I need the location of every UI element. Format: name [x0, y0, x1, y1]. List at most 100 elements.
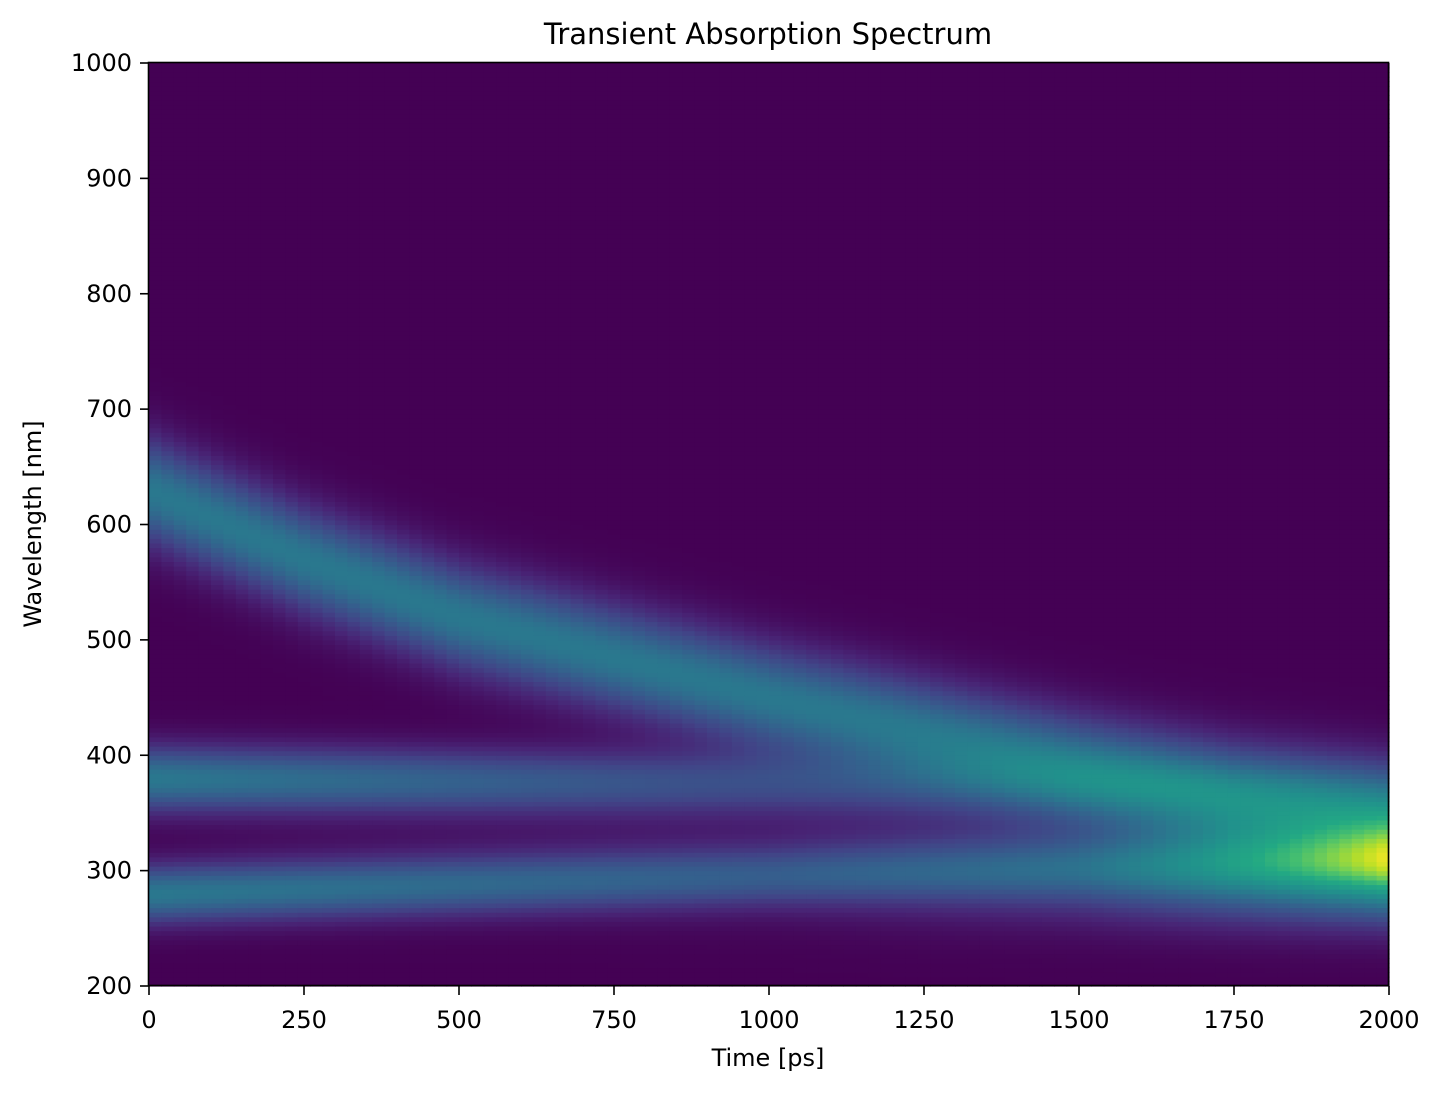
heatmap-cell [434, 769, 448, 775]
heatmap-cell [347, 519, 361, 526]
heatmap-cell [310, 695, 324, 701]
heatmap-cell [359, 109, 373, 115]
heatmap-cell [384, 953, 398, 959]
heatmap-cell [421, 136, 435, 143]
heatmap-cell [347, 409, 361, 415]
heatmap-cell [372, 335, 386, 341]
heatmap-cell [310, 127, 324, 133]
heatmap-cell [285, 399, 299, 406]
heatmap-cell [397, 169, 410, 175]
heatmap-cell [223, 372, 237, 378]
heatmap-cell [397, 150, 410, 156]
heatmap-cell [335, 764, 348, 770]
heatmap-cell [161, 644, 175, 650]
heatmap-cell [223, 510, 237, 516]
heatmap-cell [372, 718, 386, 724]
heatmap-cell [347, 141, 361, 147]
heatmap-cell [273, 219, 286, 226]
heatmap-cell [260, 381, 274, 387]
heatmap-cell [273, 266, 286, 272]
heatmap-cell [173, 644, 187, 650]
heatmap-cell [434, 409, 448, 415]
heatmap-cell [235, 916, 249, 922]
heatmap-cell [198, 63, 212, 69]
heatmap-cell [161, 229, 175, 235]
heatmap-cell [322, 626, 336, 632]
heatmap-cell [149, 482, 162, 489]
heatmap-cell [372, 215, 386, 221]
heatmap-cell [384, 566, 398, 572]
heatmap-cell [223, 907, 237, 913]
heatmap-cell [248, 515, 262, 521]
heatmap-cell [260, 861, 274, 867]
heatmap-cell [223, 302, 237, 309]
heatmap-cell [211, 589, 224, 595]
heatmap-cell [161, 76, 175, 83]
heatmap-cell [285, 178, 299, 184]
heatmap-cell [384, 976, 398, 982]
heatmap-cell [223, 358, 237, 364]
heatmap-cell [173, 856, 187, 862]
heatmap-cell [384, 127, 398, 133]
heatmap-cell [223, 626, 237, 632]
heatmap-cell [149, 123, 162, 129]
heatmap-cell [161, 962, 175, 969]
heatmap-cell [260, 275, 274, 281]
heatmap-cell [161, 686, 175, 692]
heatmap-cell [434, 326, 448, 332]
heatmap-cell [372, 362, 386, 369]
heatmap-cell [173, 169, 187, 175]
heatmap-cell [347, 542, 361, 549]
heatmap-cell [260, 487, 274, 493]
heatmap-cell [397, 602, 410, 609]
heatmap-cell [310, 672, 324, 678]
heatmap-cell [161, 99, 175, 106]
heatmap-cell [285, 796, 299, 802]
heatmap-cell [173, 912, 187, 918]
heatmap-cell [223, 519, 237, 526]
heatmap-cell [248, 778, 262, 784]
heatmap-cell [198, 926, 212, 932]
heatmap-cell [260, 635, 274, 641]
heatmap-cell [384, 293, 398, 299]
heatmap-cell [173, 607, 187, 613]
heatmap-cell [161, 935, 175, 941]
heatmap-cell [161, 339, 175, 346]
heatmap-cell [421, 662, 435, 669]
heatmap-cell [310, 981, 324, 987]
heatmap-cell [335, 842, 348, 849]
heatmap-cell [446, 307, 460, 313]
heatmap-cell [173, 889, 187, 895]
heatmap-cell [211, 769, 224, 775]
heatmap-cell [285, 921, 299, 927]
heatmap-cell [223, 722, 237, 729]
heatmap-cell [310, 538, 324, 544]
heatmap-cell [409, 709, 423, 715]
heatmap-cell [248, 252, 262, 258]
heatmap-cell [198, 976, 212, 982]
heatmap-cell [235, 76, 249, 83]
heatmap-cell [223, 829, 237, 835]
heatmap-cell [273, 935, 286, 941]
heatmap-cell [434, 912, 448, 918]
heatmap-cell [235, 266, 249, 272]
heatmap-cell [161, 602, 175, 609]
heatmap-cell [260, 727, 274, 733]
heatmap-cell [149, 829, 162, 835]
heatmap-cell [409, 298, 423, 304]
heatmap-cell [297, 972, 311, 978]
heatmap-cell [173, 935, 187, 941]
heatmap-cell [359, 196, 373, 203]
heatmap-cell [397, 907, 410, 913]
heatmap-cell [248, 113, 262, 119]
heatmap-cell [347, 326, 361, 332]
heatmap-cell [186, 482, 200, 489]
heatmap-cell [409, 953, 423, 959]
heatmap-cell [173, 815, 187, 821]
heatmap-cell [260, 699, 274, 706]
heatmap-cell [273, 556, 286, 563]
heatmap-cell [421, 422, 435, 429]
heatmap-cell [186, 736, 200, 743]
heatmap-cell [409, 339, 423, 346]
heatmap-cell [248, 621, 262, 627]
